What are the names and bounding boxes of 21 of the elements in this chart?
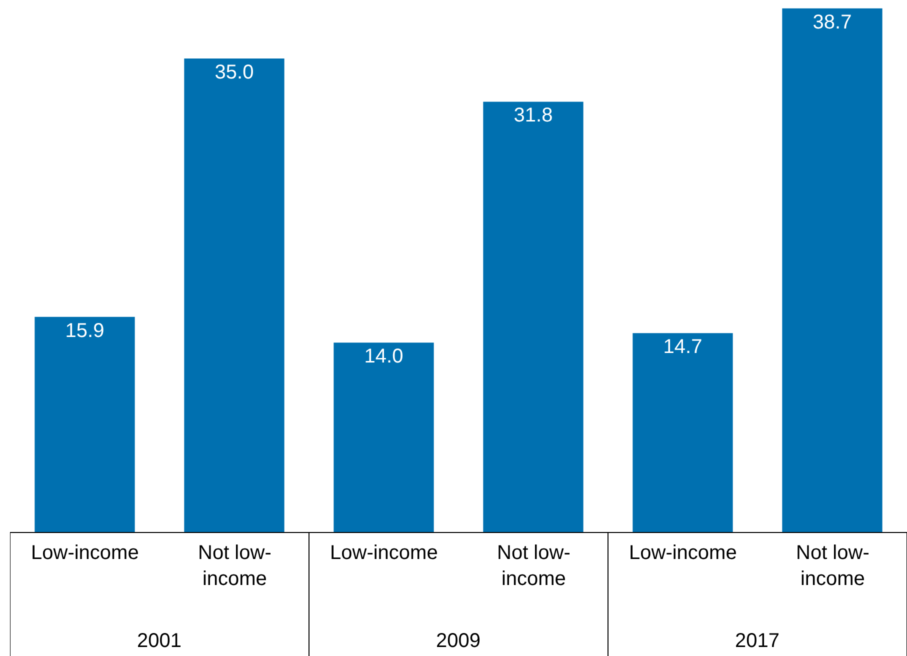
bar xyxy=(334,342,434,532)
data-label: 14.0 xyxy=(364,346,404,368)
x-tick-label: Not low-income xyxy=(796,542,870,590)
bar xyxy=(632,333,733,532)
text: 2001 xyxy=(137,630,182,652)
data-label: 31.8 xyxy=(514,104,553,127)
data-label: 15.9 xyxy=(65,320,104,342)
text: 2017 xyxy=(735,630,780,652)
bar xyxy=(782,8,882,532)
data-label: 35.0 xyxy=(214,61,254,84)
x-tick-label: Low-income xyxy=(629,542,737,564)
x-tick-label: Not low-income xyxy=(198,542,272,590)
bar xyxy=(483,102,584,532)
x-tick-label: Not low-income xyxy=(497,542,570,590)
text: 2009 xyxy=(436,630,480,652)
data-label: 38.7 xyxy=(812,11,852,34)
x-tick-label: Low-income xyxy=(31,542,139,564)
data-label: 14.7 xyxy=(663,336,702,358)
bar xyxy=(184,58,284,532)
x-tick-label: Low-income xyxy=(330,542,438,564)
bar xyxy=(34,316,135,532)
